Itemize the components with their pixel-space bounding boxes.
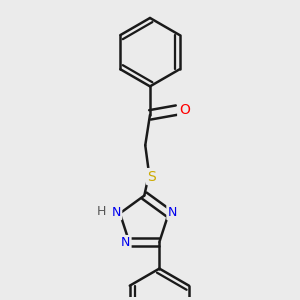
Text: N: N xyxy=(168,206,177,219)
Text: N: N xyxy=(111,206,121,219)
Text: S: S xyxy=(148,169,156,184)
Text: N: N xyxy=(121,236,130,249)
Text: H: H xyxy=(97,205,106,218)
Text: O: O xyxy=(179,103,190,117)
